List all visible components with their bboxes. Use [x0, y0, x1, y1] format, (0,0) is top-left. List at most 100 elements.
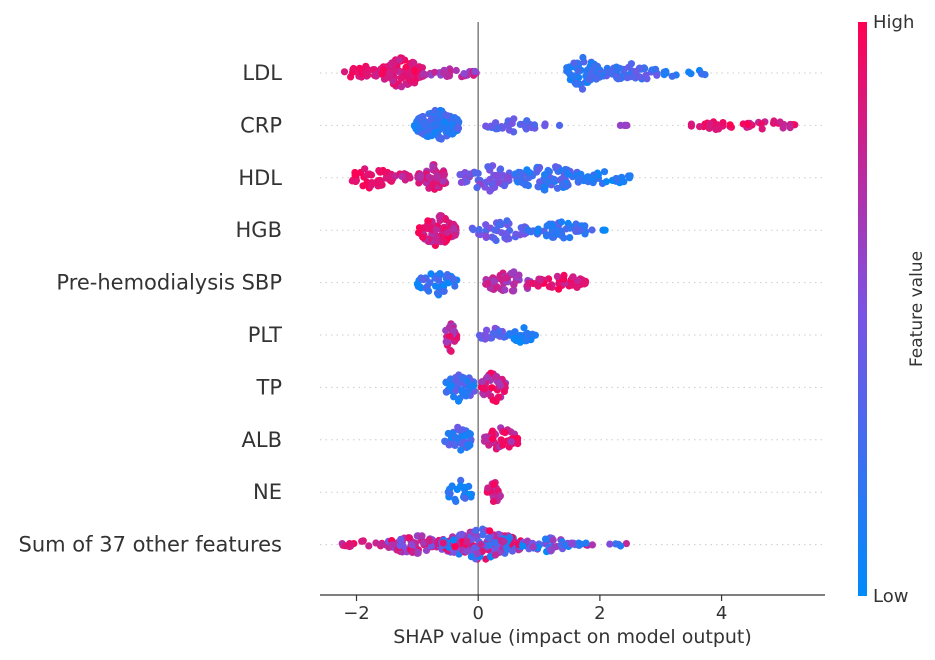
row-gridlines [320, 72, 825, 546]
shap-point [516, 331, 524, 340]
shap-point [429, 162, 437, 170]
shap-point [463, 441, 471, 449]
shap-point [553, 272, 562, 280]
feature-label: LDL [242, 61, 282, 85]
shap-point [467, 553, 475, 561]
shap-point [601, 226, 609, 234]
shap-point [602, 178, 610, 186]
shap-point [484, 163, 492, 171]
shap-point [404, 69, 412, 77]
shap-point [698, 70, 706, 78]
shap-point [431, 115, 439, 123]
shap-point [558, 181, 567, 189]
shap-point [419, 233, 427, 241]
shap-point [535, 165, 543, 173]
shap-point [521, 181, 530, 189]
shap-point [415, 124, 423, 132]
shap-point [466, 430, 474, 438]
shap-point [512, 230, 520, 238]
shap-point [405, 534, 414, 542]
shap-point [516, 177, 524, 185]
shap-point [541, 122, 549, 130]
shap-point [359, 182, 367, 190]
shap-point [549, 536, 557, 544]
shap-point [436, 270, 444, 278]
x-tick-label: 0 [472, 603, 483, 624]
shap-point [491, 539, 499, 547]
shap-point [398, 172, 406, 180]
shap-point [482, 122, 490, 130]
shap-point [433, 289, 442, 297]
shap-point [378, 70, 386, 78]
shap-point [453, 115, 461, 124]
shap-points [338, 53, 799, 563]
shap-point [521, 123, 530, 131]
shap-point [579, 53, 587, 62]
shap-point [483, 333, 491, 341]
shap-point [522, 337, 531, 345]
shap-point [449, 430, 457, 438]
shap-point [451, 231, 459, 239]
shap-point [687, 122, 696, 130]
shap-point [500, 333, 508, 341]
shap-point [687, 70, 695, 78]
shap-point [456, 482, 465, 490]
shap-point [585, 76, 593, 84]
shap-point [529, 543, 537, 551]
shap-point [555, 285, 563, 293]
x-axis: −2 0 2 4 SHAP value (impact on model output… [320, 594, 825, 648]
shap-point [450, 224, 458, 232]
shap-point [432, 127, 440, 135]
x-axis-title: SHAP value (impact on model output) [393, 626, 752, 648]
shap-point [496, 492, 504, 500]
shap-point [534, 183, 542, 191]
shap-point [498, 229, 506, 237]
shap-point [469, 226, 477, 234]
shap-point [442, 379, 450, 387]
shap-point [497, 436, 505, 444]
shap-point [441, 438, 449, 446]
shap-point [396, 542, 404, 550]
shap-point [495, 179, 503, 187]
shap-point [668, 72, 676, 80]
shap-point [714, 125, 723, 133]
shap-point [547, 547, 555, 555]
shap-point [779, 124, 787, 132]
shap-point [573, 283, 581, 291]
shap-point [458, 530, 466, 539]
shap-point [484, 484, 492, 492]
shap-point [443, 112, 451, 120]
shap-point [574, 67, 583, 75]
shap-point [630, 73, 639, 81]
shap-point [560, 234, 568, 242]
shap-point [473, 184, 481, 192]
shap-point [473, 550, 481, 558]
shap-point [452, 387, 460, 395]
shap-point [436, 212, 444, 220]
shap-point [606, 540, 614, 548]
shap-point [587, 70, 595, 78]
shap-point [516, 338, 524, 346]
shap-point [696, 123, 704, 131]
shap-point [501, 286, 509, 294]
feature-label: PLT [248, 323, 282, 347]
shap-point [349, 64, 358, 73]
shap-point [442, 388, 451, 396]
shap-point [515, 271, 523, 279]
shap-point [622, 540, 631, 548]
shap-point [495, 327, 503, 336]
colorbar-high-label: High [873, 12, 914, 33]
shap-point [410, 66, 418, 74]
shap-point [376, 168, 384, 176]
shap-point [489, 497, 498, 505]
shap-point [358, 537, 366, 545]
shap-point [410, 59, 418, 67]
shap-point [578, 85, 587, 93]
shap-point [509, 280, 518, 288]
shap-point [351, 168, 359, 177]
shap-point [454, 397, 463, 405]
shap-point [457, 446, 465, 454]
shap-point [744, 120, 752, 128]
shap-point [523, 117, 531, 125]
shap-point [719, 119, 727, 127]
